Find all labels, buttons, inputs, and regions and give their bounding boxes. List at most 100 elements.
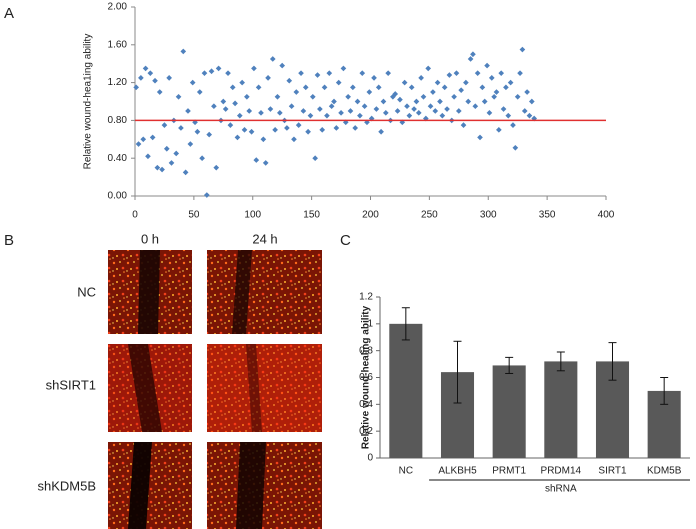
bar	[544, 361, 578, 458]
point	[253, 157, 260, 163]
point	[208, 68, 215, 75]
point	[481, 98, 488, 105]
micrograph	[207, 442, 322, 529]
point	[159, 166, 165, 173]
x-tick-label: ALKBH5	[438, 466, 477, 477]
point	[180, 48, 187, 55]
point	[241, 127, 248, 133]
y-axis-label: Relative wound-healing ability	[361, 305, 372, 449]
point	[420, 93, 427, 100]
point	[394, 108, 401, 114]
micrograph	[207, 344, 322, 432]
point	[312, 155, 318, 162]
point	[175, 93, 182, 100]
point	[300, 108, 307, 114]
point	[486, 110, 493, 116]
point	[418, 75, 424, 81]
point	[521, 108, 528, 114]
point	[430, 89, 436, 95]
point	[510, 122, 516, 128]
point	[178, 125, 184, 131]
point	[455, 108, 462, 114]
point	[350, 84, 356, 91]
point	[255, 84, 262, 91]
point	[385, 70, 391, 76]
x-tick-label: SIRT1	[598, 466, 627, 477]
point	[295, 122, 302, 128]
point	[484, 62, 490, 69]
point	[491, 93, 497, 100]
y-tick-label: 0.40	[108, 153, 128, 164]
x-axis-label: shRNA	[545, 484, 577, 495]
point	[380, 98, 387, 105]
y-tick-label: 0.8	[359, 345, 373, 356]
point	[465, 98, 472, 105]
point	[232, 100, 238, 107]
point	[293, 89, 300, 95]
point	[463, 79, 469, 86]
point	[187, 141, 194, 147]
point	[434, 79, 441, 86]
point	[302, 84, 309, 91]
x-tick-label: PRDM14	[541, 466, 582, 477]
column-label: 24 h	[252, 231, 277, 246]
point	[505, 112, 512, 119]
point	[375, 84, 382, 91]
point	[488, 75, 495, 81]
point	[267, 106, 274, 112]
bar	[389, 323, 423, 458]
point	[229, 84, 236, 91]
point	[458, 87, 464, 93]
point	[265, 75, 271, 81]
point	[246, 108, 253, 114]
point	[373, 106, 380, 112]
point	[444, 106, 450, 112]
point	[225, 70, 231, 76]
point	[305, 128, 311, 135]
y-tick-label: 0.00	[108, 191, 128, 202]
point	[451, 93, 457, 100]
point	[272, 127, 278, 133]
point	[291, 136, 297, 143]
y-tick-label: 0.2	[359, 426, 373, 437]
x-tick-label: 0	[132, 210, 138, 221]
point	[479, 84, 486, 91]
x-tick-label: 200	[362, 210, 379, 221]
x-tick-label: NC	[399, 466, 413, 477]
point	[288, 103, 295, 110]
point	[328, 103, 335, 110]
point	[173, 150, 180, 157]
point	[269, 56, 276, 62]
point	[234, 134, 241, 141]
point	[220, 98, 227, 105]
point	[260, 136, 267, 143]
point	[404, 103, 410, 110]
point	[203, 192, 210, 198]
x-tick-label: 400	[598, 210, 615, 221]
point	[206, 131, 213, 138]
point	[168, 160, 175, 166]
point	[154, 164, 161, 171]
point	[309, 93, 316, 100]
point	[415, 110, 422, 116]
point	[439, 112, 446, 119]
point	[347, 108, 354, 114]
point	[514, 93, 521, 100]
point	[211, 103, 217, 110]
point	[519, 46, 526, 53]
point	[182, 169, 189, 176]
point	[248, 128, 255, 135]
micrograph	[108, 442, 192, 529]
point	[352, 125, 359, 131]
bar	[492, 365, 526, 458]
y-tick-label: 0.80	[108, 115, 128, 126]
point	[152, 77, 158, 84]
point	[359, 70, 366, 76]
point	[493, 89, 500, 95]
point	[189, 79, 196, 86]
point	[413, 98, 420, 105]
point	[138, 75, 144, 81]
column-label: 0 h	[141, 231, 159, 246]
point	[432, 108, 439, 114]
